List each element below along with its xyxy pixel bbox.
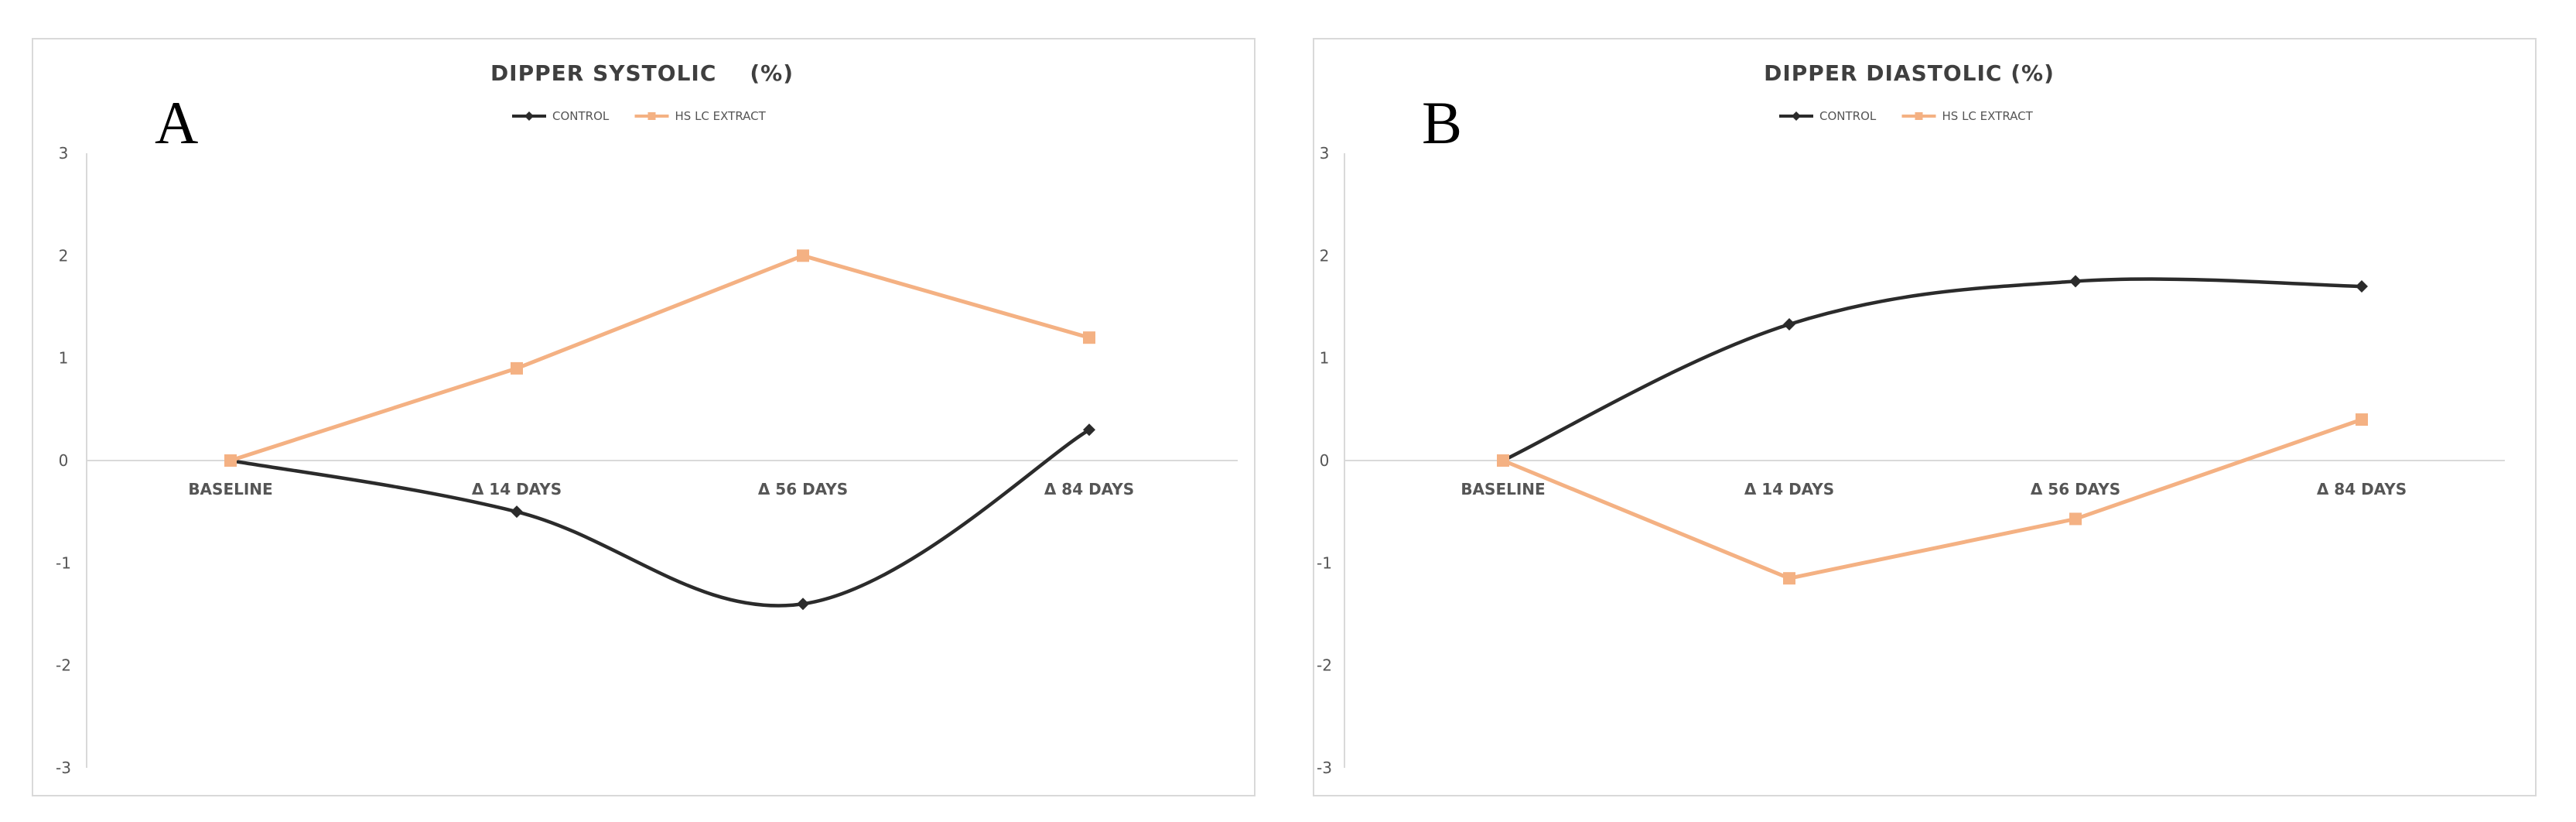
chart-legend: CONTROL HS LC EXTRACT: [512, 109, 767, 123]
chart-title: DIPPER SYSTOLIC (%): [490, 60, 794, 86]
y-tick-label: -2: [1317, 656, 1332, 675]
series-line: [230, 253, 1090, 463]
legend-label: HS LC EXTRACT: [675, 109, 767, 123]
x-tick-label: BASELINE: [188, 480, 272, 498]
y-tick-label: -3: [1317, 759, 1332, 777]
series-hs-lc-extract: [1497, 413, 2368, 585]
series-line: [1502, 277, 2362, 463]
series-line: [230, 428, 1091, 608]
x-tick-label: BASELINE: [1461, 480, 1545, 498]
data-point: [224, 454, 237, 467]
data-point: [2069, 512, 2082, 526]
data-point: [2069, 275, 2082, 288]
y-tick-label: -2: [56, 656, 71, 675]
y-tick-label: 1: [59, 349, 69, 368]
data-point: [511, 505, 523, 519]
x-tick-label: Δ 14 DAYS: [472, 480, 562, 498]
data-point: [1497, 454, 1509, 467]
data-point: [1083, 331, 1095, 344]
data-point: [2356, 280, 2368, 293]
y-tick-label: -1: [1317, 553, 1332, 572]
y-tick-label: 3: [1320, 144, 1330, 163]
series-hs-lc-extract: [224, 249, 1095, 467]
legend-item-control: CONTROL: [1779, 109, 1877, 123]
y-tick-label: -1: [56, 553, 71, 572]
y-tick-label: -3: [56, 759, 71, 777]
panel-label: B: [1422, 89, 1462, 156]
legend-label: HS LC EXTRACT: [1942, 109, 2034, 123]
data-point: [2356, 413, 2368, 426]
chart-panel-a: A DIPPER SYSTOLIC (%) CONTROL HS LC EXTRACT…: [32, 38, 1256, 796]
chart-panel-b: B DIPPER DIASTOLIC (%) CONTROL HS LC EXTRAC…: [1313, 38, 2537, 796]
legend-label: CONTROL: [552, 109, 610, 123]
legend-item-hs-lc-extract: HS LC EXTRACT: [634, 109, 767, 123]
chart-frame: [32, 38, 1256, 796]
legend-marker: [647, 112, 656, 120]
data-point: [511, 361, 523, 375]
y-tick-label: 0: [59, 451, 69, 470]
y-tick-label: 0: [1320, 451, 1330, 470]
data-point: [797, 249, 809, 262]
y-tick-label: 2: [1320, 246, 1330, 265]
data-point: [1083, 423, 1095, 437]
legend-item-control: CONTROL: [512, 109, 610, 123]
x-tick-label: Δ 56 DAYS: [2031, 480, 2120, 498]
data-point: [797, 598, 809, 611]
legend-item-hs-lc-extract: HS LC EXTRACT: [1901, 109, 2034, 123]
y-tick-label: 3: [59, 144, 69, 163]
panel-label: A: [155, 89, 198, 156]
x-tick-label: Δ 84 DAYS: [2317, 480, 2407, 498]
chart-frame: [1313, 38, 2537, 796]
legend-marker: [1915, 112, 1923, 120]
x-tick-label: Δ 14 DAYS: [1744, 480, 1834, 498]
y-tick-label: 1: [1320, 349, 1330, 368]
legend-label: CONTROL: [1819, 109, 1877, 123]
data-point: [1783, 317, 1795, 331]
chart-legend: CONTROL HS LC EXTRACT: [1779, 109, 2034, 123]
legend-marker: [1792, 111, 1801, 121]
legend-marker: [524, 111, 534, 121]
chart-title: DIPPER DIASTOLIC (%): [1764, 60, 2055, 86]
x-tick-label: Δ 84 DAYS: [1044, 480, 1134, 498]
series-line: [1502, 417, 2362, 581]
data-point: [1783, 572, 1795, 585]
y-tick-label: 2: [59, 246, 69, 265]
x-tick-label: Δ 56 DAYS: [758, 480, 848, 498]
